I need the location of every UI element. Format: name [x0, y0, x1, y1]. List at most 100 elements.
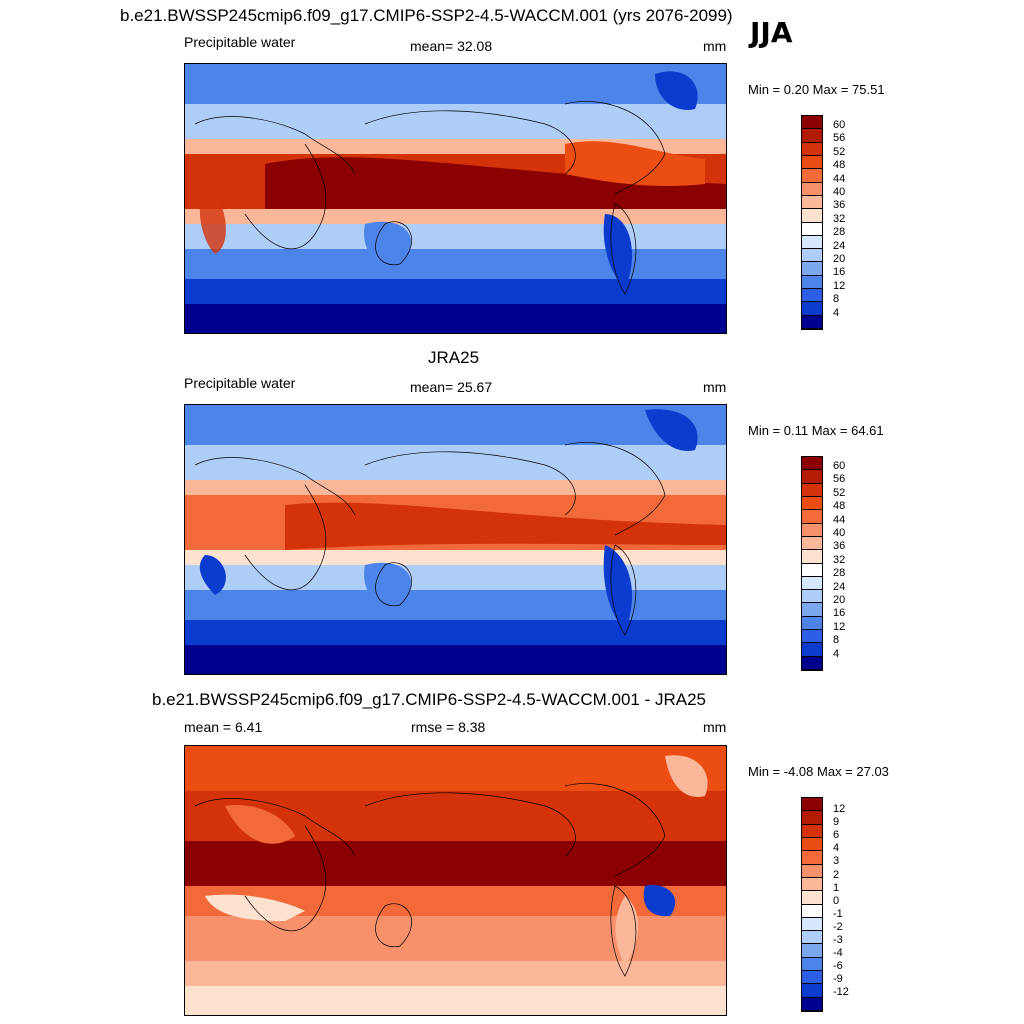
colorbar-swatch — [802, 275, 822, 290]
colorbar-tick-label: 8 — [833, 634, 840, 647]
colorbar-tick-label: 1 — [833, 881, 840, 894]
colorbar-swatch — [802, 195, 822, 210]
colorbar-tick-label: 24 — [833, 580, 846, 593]
precipitable-water-field — [185, 64, 726, 333]
colorbar-swatch — [802, 656, 822, 670]
colorbar-swatch — [802, 222, 822, 236]
colorbar-tick-label: 60 — [833, 460, 846, 472]
colorbar-swatch — [802, 182, 822, 196]
colorbar-swatch — [802, 209, 822, 223]
colorbar-tick-label: 0 — [833, 894, 840, 907]
colorbar-tick-label: 4 — [833, 842, 840, 855]
colorbar-swatch — [802, 457, 822, 471]
colorbar-swatch — [802, 536, 822, 551]
colorbar-tick-label: 48 — [833, 159, 846, 172]
colorbar-swatch — [802, 917, 822, 932]
colorbar-swatch — [802, 116, 822, 130]
colorbar-swatch — [802, 496, 822, 511]
colorbar-tick-label: 12 — [833, 803, 846, 815]
colorbar-diff — [801, 797, 823, 1012]
figure-title: b.e21.BWSSP245cmip6.f09_g17.CMIP6-SSP2-4… — [120, 6, 733, 25]
variable-label: Precipitable water — [184, 34, 296, 50]
variable-label: Precipitable water — [184, 375, 296, 391]
difference-field — [185, 746, 726, 1015]
colorbar-tick-label: 2 — [833, 868, 840, 881]
colorbar-swatch — [802, 603, 822, 617]
colorbar-swatch — [802, 563, 822, 577]
colorbar-tick-label: 4 — [833, 647, 840, 660]
colorbar-swatch — [802, 483, 822, 497]
colorbar-tick-label: 28 — [833, 567, 846, 580]
colorbar-swatch — [802, 315, 822, 329]
colorbar-swatch — [802, 864, 822, 878]
colorbar-swatch — [802, 262, 822, 276]
colorbar-tick-label: 9 — [833, 816, 840, 829]
colorbar-swatch — [802, 616, 822, 631]
colorbar-swatch — [802, 957, 822, 972]
panel-title: JRA25 — [428, 348, 480, 367]
colorbar-swatch — [802, 971, 822, 985]
map-model — [184, 63, 727, 334]
colorbar-swatch — [802, 129, 822, 143]
colorbar-tick-label: 20 — [833, 594, 846, 606]
colorbar-tick-label: 4 — [833, 306, 840, 319]
map-diff — [184, 745, 727, 1016]
colorbar-tick-label: -4 — [833, 947, 843, 960]
colorbar-tick-label: 56 — [833, 132, 846, 145]
panel-title: b.e21.BWSSP245cmip6.f09_g17.CMIP6-SSP2-4… — [152, 690, 707, 709]
colorbar-tick-label: 40 — [833, 527, 846, 539]
colorbar-swatch — [802, 837, 822, 852]
colorbar-swatch — [802, 302, 822, 316]
colorbar-tick-label: 44 — [833, 513, 846, 526]
colorbar-swatch — [802, 811, 822, 825]
colorbar-tick-label: 36 — [833, 540, 846, 553]
colorbar-tick-label: -6 — [833, 960, 843, 973]
colorbar-tick-label: -3 — [833, 934, 843, 946]
precipitable-water-field — [185, 405, 726, 674]
colorbar-tick-label: 12 — [833, 620, 846, 633]
colorbar-tick-label: -12 — [833, 986, 849, 999]
colorbar-swatch — [802, 510, 822, 524]
colorbar-tick-label: 8 — [833, 293, 840, 306]
colorbar-tick-label: 44 — [833, 172, 846, 185]
units-label: mm — [703, 719, 727, 735]
colorbar-model — [801, 115, 823, 330]
colorbar-tick-label: -9 — [833, 973, 843, 986]
colorbar-tick-label: 52 — [833, 145, 846, 158]
colorbar-obs — [801, 456, 823, 671]
colorbar-swatch — [802, 891, 822, 905]
colorbar-tick-label: 16 — [833, 607, 846, 620]
colorbar-tick-label: 60 — [833, 119, 846, 131]
colorbar-tick-label: 6 — [833, 829, 840, 842]
colorbar-tick-label: 52 — [833, 486, 846, 499]
colorbar-swatch — [802, 851, 822, 865]
colorbar-swatch — [802, 289, 822, 303]
colorbar-swatch — [802, 877, 822, 892]
colorbar-swatch — [802, 931, 822, 945]
colorbar-swatch — [802, 523, 822, 537]
colorbar-swatch — [802, 576, 822, 591]
units-label: mm — [703, 38, 727, 54]
colorbar-swatch — [802, 590, 822, 604]
colorbar-tick-label: 32 — [833, 553, 846, 566]
colorbar-tick-label: -1 — [833, 907, 843, 920]
colorbar-tick-label: 20 — [833, 253, 846, 265]
mean-label: mean = 6.41 — [184, 719, 263, 735]
mean-label: mean= 32.08 — [410, 38, 493, 54]
colorbar-swatch — [802, 235, 822, 250]
colorbar-tick-label: 12 — [833, 279, 846, 292]
rmse-label: rmse = 8.38 — [411, 719, 486, 735]
map-obs — [184, 404, 727, 675]
colorbar-swatch — [802, 643, 822, 657]
colorbar-tick-label: 56 — [833, 473, 846, 486]
minmax-label: Min = -4.08 Max = 27.03 — [748, 764, 889, 779]
colorbar-swatch — [802, 550, 822, 564]
colorbar-tick-label: 36 — [833, 199, 846, 212]
season-label: JJA — [750, 16, 793, 49]
colorbar-tick-label: 28 — [833, 226, 846, 239]
colorbar-swatch — [802, 630, 822, 644]
colorbar-swatch — [802, 142, 822, 156]
colorbar-swatch — [802, 155, 822, 170]
colorbar-swatch — [802, 249, 822, 263]
mean-label: mean= 25.67 — [410, 379, 493, 395]
